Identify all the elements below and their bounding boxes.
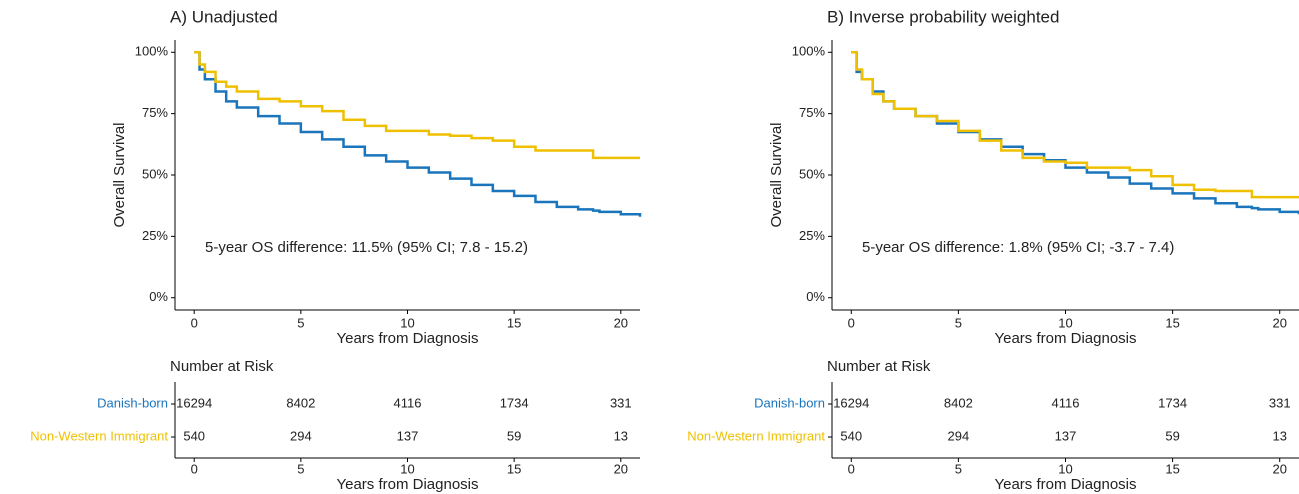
x-tick-label: 0 [191, 315, 198, 330]
risk-count: 540 [840, 428, 862, 443]
row-label: Danish-born [97, 395, 168, 410]
risk-count: 13 [614, 428, 628, 443]
y-tick-label: 25% [799, 228, 825, 243]
x-tick-label: 5 [297, 315, 304, 330]
chart-title: B) Inverse probability weighted [827, 7, 1059, 26]
x-tick-label: 10 [1058, 461, 1072, 476]
x-tick-label: 0 [191, 461, 198, 476]
chart-title: A) Unadjusted [170, 7, 278, 26]
x-tick-label: 0 [848, 315, 855, 330]
risk-count: 8402 [944, 395, 973, 410]
risk-count: 331 [1269, 395, 1291, 410]
x-tick-label: 20 [1272, 315, 1286, 330]
risk-count: 16294 [833, 395, 869, 410]
risk-count: 137 [397, 428, 419, 443]
risk-count: 540 [183, 428, 205, 443]
y-tick-label: 75% [799, 105, 825, 120]
y-tick-label: 100% [135, 44, 169, 59]
x-tick-label: 10 [400, 461, 414, 476]
risk-count: 137 [1055, 428, 1077, 443]
x-axis-label: Years from Diagnosis [994, 330, 1136, 347]
x-tick-label: 15 [507, 461, 521, 476]
y-tick-label: 0% [806, 289, 825, 304]
y-axis-label: Overall Survival [768, 122, 785, 227]
risk-count: 59 [507, 428, 521, 443]
risk-count: 13 [1272, 428, 1286, 443]
row-label: Non-Western Immigrant [687, 428, 825, 443]
y-tick-label: 25% [142, 228, 168, 243]
y-tick-label: 0% [149, 289, 168, 304]
x-tick-label: 5 [955, 461, 962, 476]
row-label: Non-Western Immigrant [30, 428, 168, 443]
x-tick-label: 0 [848, 461, 855, 476]
x-tick-label: 10 [400, 315, 414, 330]
x-tick-label: 20 [614, 461, 628, 476]
survival-curve [851, 51, 1299, 199]
row-label: Danish-born [754, 395, 825, 410]
x-tick-label: 5 [955, 315, 962, 330]
table-title: Number at Risk [170, 358, 274, 375]
x-tick-label: 15 [1165, 461, 1179, 476]
table-title: Number at Risk [827, 358, 931, 375]
risk-count: 16294 [176, 395, 212, 410]
x-axis-label: Years from Diagnosis [336, 476, 478, 493]
risk-count: 294 [290, 428, 312, 443]
risk-count: 331 [610, 395, 632, 410]
x-tick-label: 20 [1272, 461, 1286, 476]
risk-count: 294 [948, 428, 970, 443]
risk-count: 1734 [500, 395, 529, 410]
y-tick-label: 50% [799, 166, 825, 181]
x-tick-label: 5 [297, 461, 304, 476]
y-tick-label: 50% [142, 166, 168, 181]
survival-curve [194, 51, 640, 160]
x-tick-label: 15 [1165, 315, 1179, 330]
x-tick-label: 20 [614, 315, 628, 330]
risk-count: 4116 [394, 395, 422, 410]
annotation: 5-year OS difference: 1.8% (95% CI; -3.7… [862, 239, 1174, 256]
x-tick-label: 10 [1058, 315, 1072, 330]
risk-count: 8402 [286, 395, 315, 410]
y-tick-label: 100% [792, 44, 826, 59]
risk-count: 4116 [1052, 395, 1080, 410]
x-tick-label: 15 [507, 315, 521, 330]
risk-count: 1734 [1158, 395, 1187, 410]
annotation: 5-year OS difference: 11.5% (95% CI; 7.8… [205, 239, 528, 256]
x-axis-label: Years from Diagnosis [994, 476, 1136, 493]
x-axis-label: Years from Diagnosis [336, 330, 478, 347]
risk-count: 59 [1165, 428, 1179, 443]
survival-curve [194, 51, 642, 217]
y-tick-label: 75% [142, 105, 168, 120]
y-axis-label: Overall Survival [111, 122, 128, 227]
